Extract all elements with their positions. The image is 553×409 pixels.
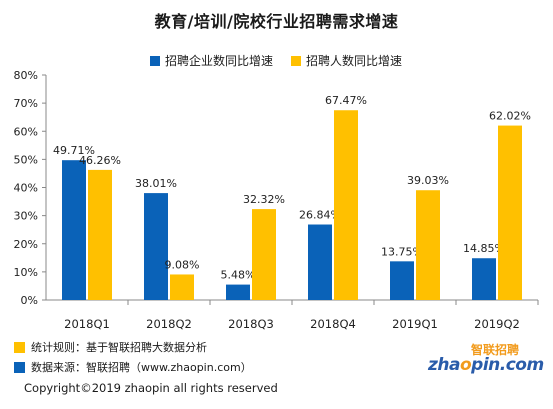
logo-brand-text: 智联招聘 [471,343,520,357]
footnote-source-text: 数据来源：智联招聘（www.zhaopin.com） [31,361,252,374]
bar-companies [226,284,250,300]
legend-item-people: 招聘人数同比增速 [291,52,402,69]
y-tick-label: 60% [14,125,38,138]
y-tick-label: 50% [14,153,38,166]
bar-people [170,274,194,300]
bar-companies [390,261,414,300]
data-label-companies: 38.01% [135,177,177,190]
logo-mark-o: o [459,355,472,375]
data-label-people: 67.47% [325,94,367,107]
legend-label-companies: 招聘企业数同比增速 [165,54,274,68]
data-label-people: 32.32% [243,193,285,206]
x-tick-label: 2018Q1 [64,317,110,331]
x-tick-label: 2018Q3 [228,317,274,331]
legend-label-people: 招聘人数同比增速 [306,54,403,68]
bar-people [334,110,358,300]
logo-mark-prefix: zha [428,355,460,375]
logo-mark-suffix: pin.com [471,355,544,375]
bar-people [252,209,276,300]
data-label-companies: 49.71% [53,144,95,157]
y-tick-label: 10% [14,266,38,279]
x-tick-label: 2018Q2 [146,317,192,331]
footnote-rules-swatch [14,341,25,353]
data-label-companies: 5.48% [221,269,256,282]
data-label-people: 9.08% [165,258,200,271]
x-tick-label: 2019Q2 [474,317,520,331]
bar-companies [308,224,332,300]
zhaopin-logo: 智联招聘 zhaopin.com [428,341,544,375]
bar-companies [472,258,496,300]
copyright-text: Copyright©2019 zhaopin all rights reserv… [24,381,278,395]
y-tick-label: 20% [14,238,38,251]
y-tick-label: 80% [14,69,38,82]
footnote-rules: 统计规则：基于智联招聘大数据分析 [14,339,207,355]
data-label-people: 62.02% [489,110,531,123]
x-tick-label: 2018Q4 [310,317,356,331]
data-label-companies: 13.75% [381,245,423,258]
chart-title: 教育/培训/院校行业招聘需求增速 [154,12,399,31]
footnote-source: 数据来源：智联招聘（www.zhaopin.com） [14,359,252,375]
y-tick-label: 30% [14,210,38,223]
y-tick-label: 40% [14,182,38,195]
data-label-people: 46.26% [79,154,121,167]
footnote-rules-text: 统计规则：基于智联招聘大数据分析 [31,341,207,354]
legend-swatch-companies [150,55,160,66]
bar-people [416,190,440,300]
y-tick-label: 0% [21,294,38,307]
bar-companies [62,160,86,300]
footnote-source-swatch [14,361,25,373]
data-label-companies: 26.84% [299,209,341,222]
logo-mark-text: zhaopin.com [428,355,544,375]
legend-item-companies: 招聘企业数同比增速 [150,52,273,69]
data-label-people: 39.03% [407,174,449,187]
bar-people [498,125,522,300]
x-tick-label: 2019Q1 [392,317,438,331]
bar-companies [144,193,168,300]
legend-swatch-people [291,55,301,66]
y-tick-label: 70% [14,97,38,110]
bar-people [88,169,112,300]
data-label-companies: 14.85% [463,242,505,255]
